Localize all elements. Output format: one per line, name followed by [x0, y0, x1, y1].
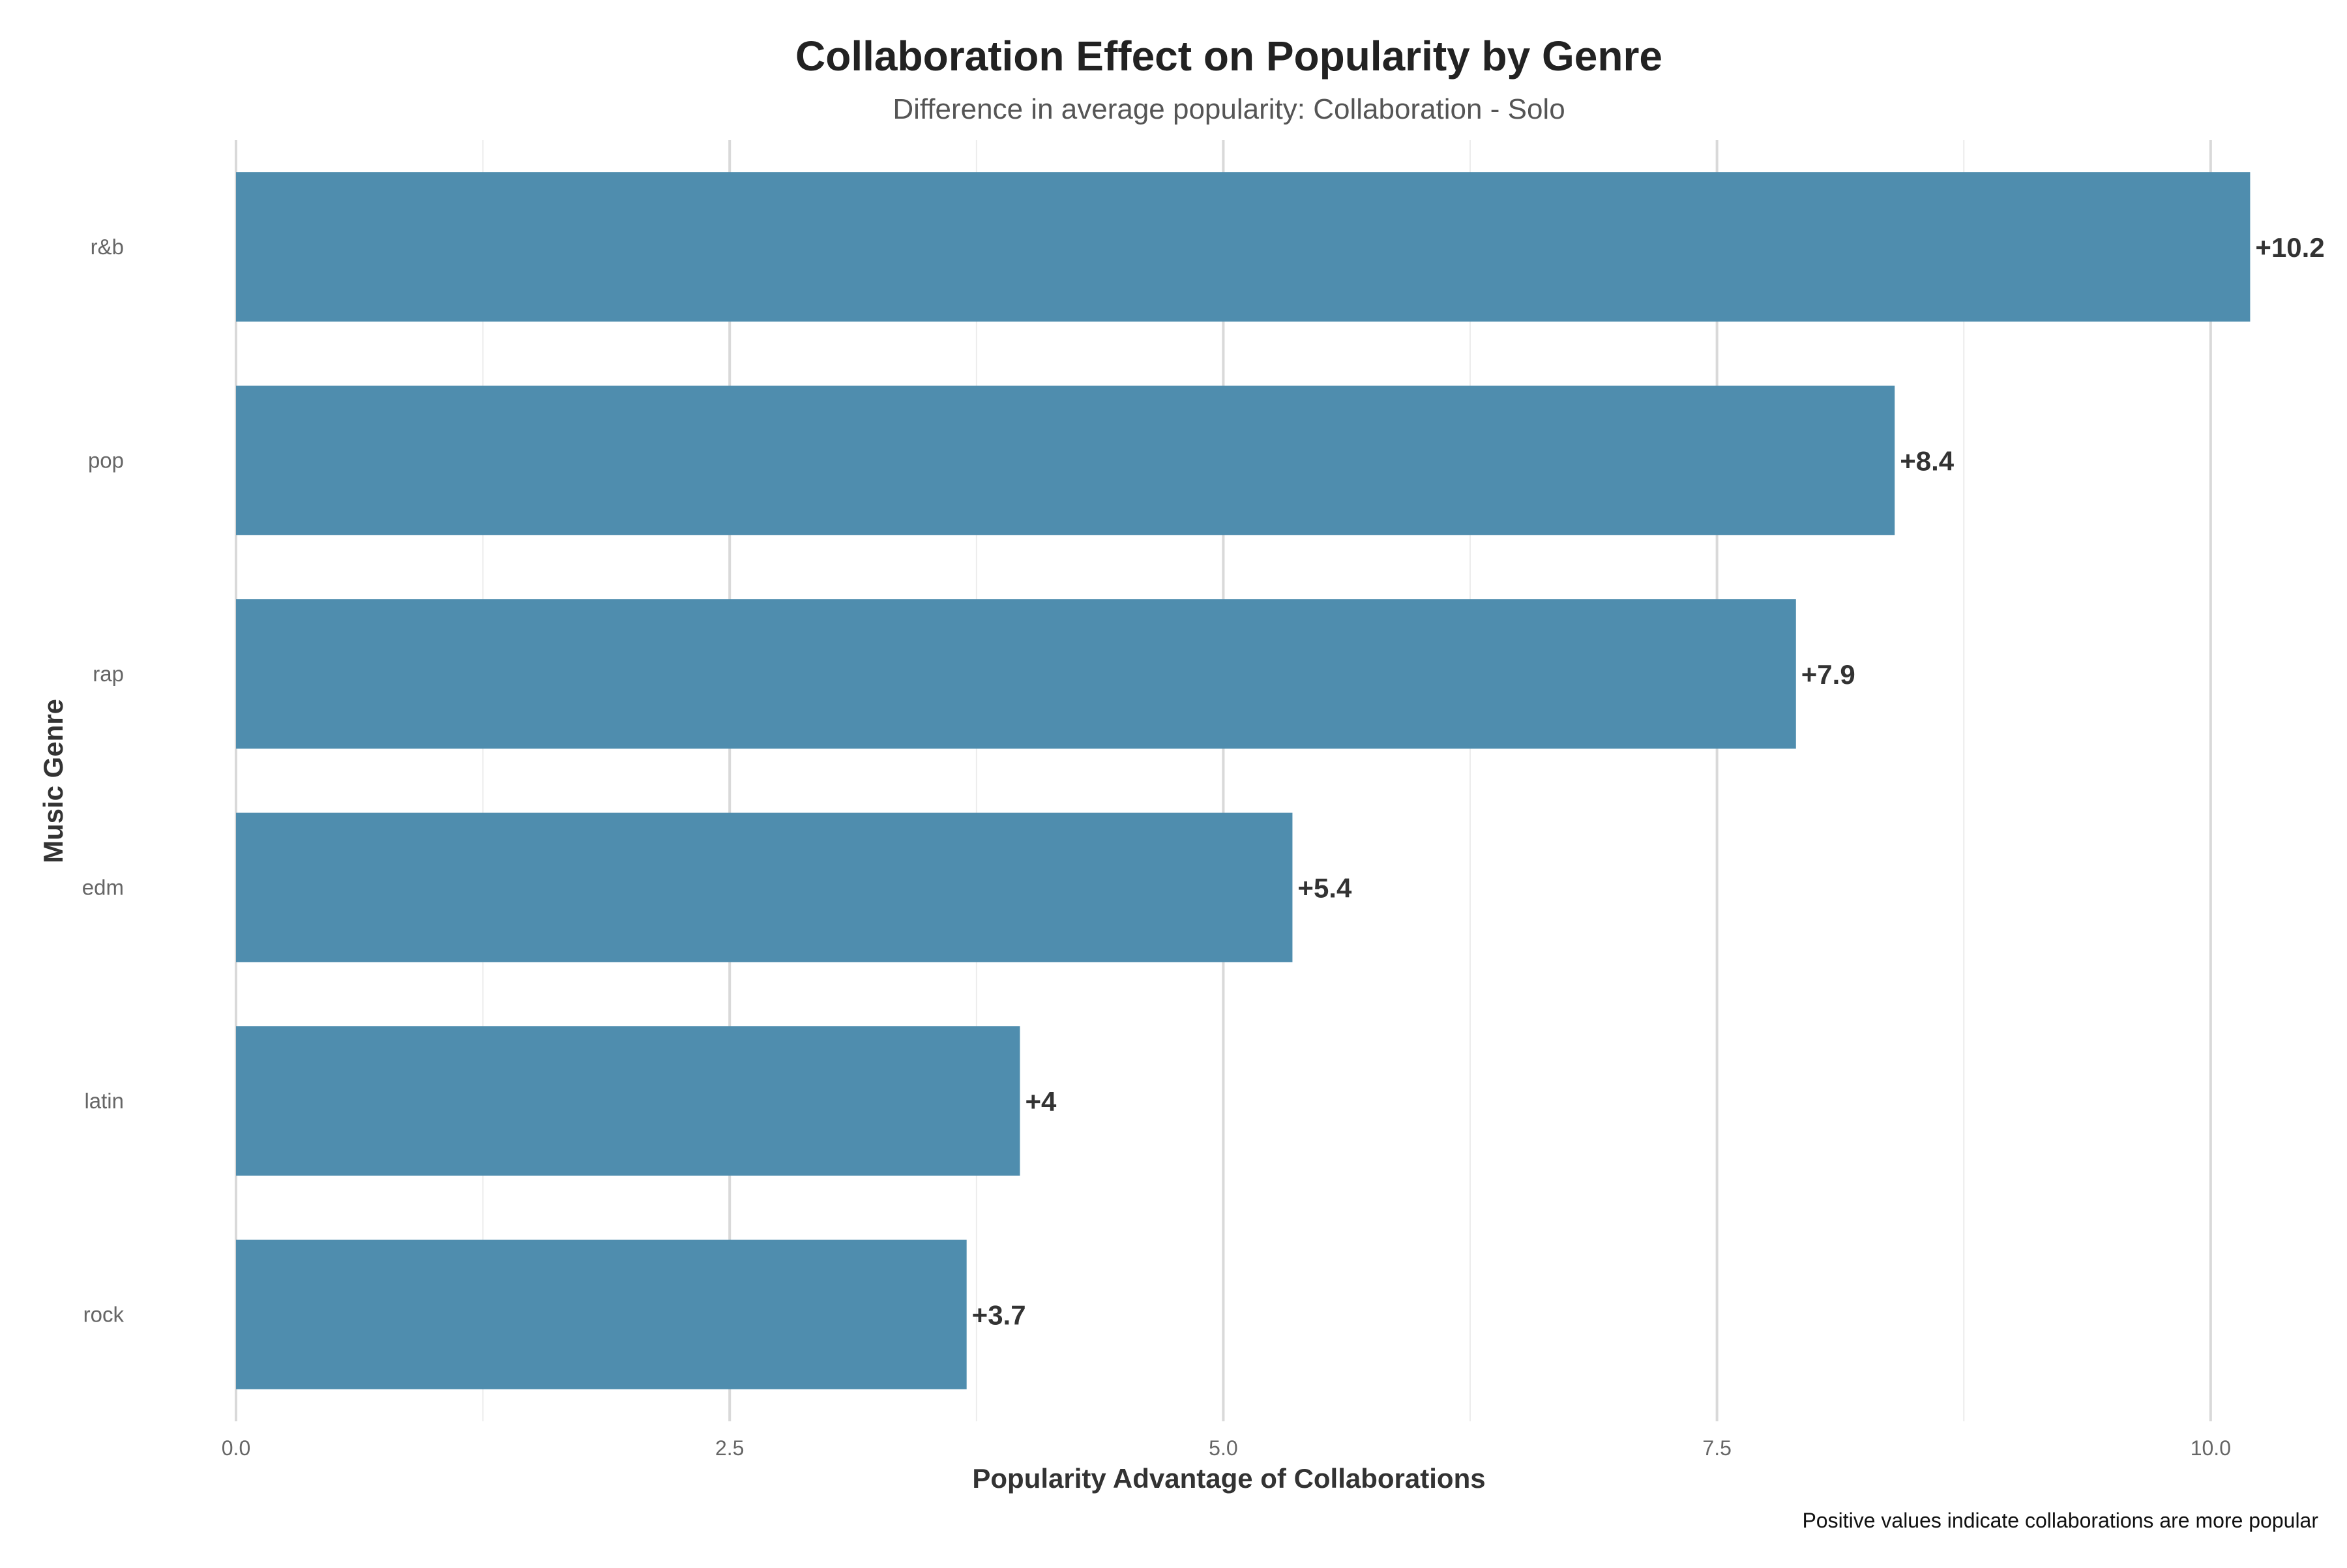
y-category-label: r&b — [91, 235, 124, 259]
y-axis-title: Music Genre — [38, 699, 68, 863]
chart-title: Collaboration Effect on Popularity by Ge… — [795, 33, 1662, 80]
bar-layer — [236, 172, 2251, 1389]
x-tick-label: 5.0 — [1209, 1436, 1237, 1460]
bar-value-label: +4 — [1025, 1086, 1057, 1117]
bar-value-label: +10.2 — [2255, 232, 2324, 263]
y-category-label: rap — [93, 662, 124, 686]
x-tick-label: 0.0 — [222, 1436, 250, 1460]
y-category-label: edm — [82, 875, 124, 899]
chart-subtitle: Difference in average popularity: Collab… — [893, 93, 1565, 125]
bar-value-label: +7.9 — [1801, 659, 1855, 690]
x-tick-label: 7.5 — [1702, 1436, 1731, 1460]
label-layer: 0.0 2.5 5.0 7.5 10.0 r&b +10.2 pop +8.4 rap +7.9 ed… — [82, 232, 2325, 1460]
bar-value-label: +3.7 — [972, 1299, 1026, 1330]
bar-rb — [236, 172, 2251, 322]
bar-pop — [236, 385, 1895, 535]
x-axis-title: Popularity Advantage of Collaborations — [972, 1463, 1485, 1494]
bar-latin — [236, 1026, 1020, 1176]
x-tick-label: 2.5 — [715, 1436, 744, 1460]
bar-edm — [236, 812, 1293, 962]
y-category-label: latin — [84, 1089, 124, 1113]
bar-rock — [236, 1239, 967, 1389]
bar-rap — [236, 599, 1796, 749]
x-tick-label: 10.0 — [2191, 1436, 2231, 1460]
y-category-label: pop — [88, 448, 124, 472]
grid-layer — [235, 140, 2212, 1421]
y-category-label: rock — [83, 1302, 125, 1326]
bar-value-label: +8.4 — [1900, 445, 1955, 476]
chart-caption: Positive values indicate collaborations … — [1802, 1509, 2318, 1532]
bar-value-label: +5.4 — [1297, 872, 1352, 903]
